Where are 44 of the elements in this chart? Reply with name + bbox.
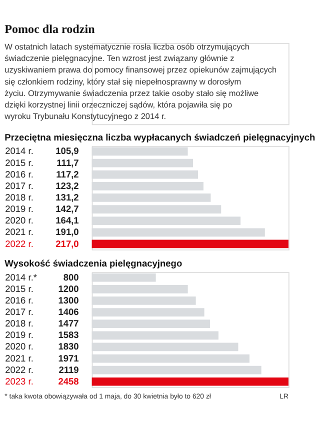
data-label: 800 [63, 272, 79, 282]
y-tick-label: 2022 r. [5, 364, 34, 375]
data-label: 131,2 [56, 192, 79, 203]
y-tick-label: 2016 r. [5, 296, 34, 306]
data-label: 191,0 [56, 227, 79, 238]
y-tick-label: 2017 r. [5, 180, 34, 191]
y-tick-label: 2017 r. [5, 307, 34, 318]
y-tick-label: 2019 r. [5, 204, 34, 214]
data-label: 111,7 [56, 158, 79, 168]
text: W ostatnich latach systematycznie rosła liczba osób otrzymujących świadczenie pielęgnacyjne. Ten wzrost jest związany głównie z uzyskiwaniem prawa do pomocy finansowej przez opiekunów zajmujących się członkiem rodziny, który stał się niepełnosprawny w dorosłym życiu. Otrzymywanie świadczenia przez takie osoby stało się możliwe dzięki korzystnej linii orzeczniczej sądów, która pojawiła się po wyroku Trybunału Konstytucyjnego z 2014 r. [4, 42, 277, 122]
y-tick-label: 2015 r. [5, 284, 34, 294]
y-tick-label: 2020 r. [5, 342, 34, 352]
y-tick-label: 2014 r. [5, 146, 34, 156]
data-label: 117,2 [56, 169, 79, 180]
y-tick-label: 2016 r. [5, 169, 34, 180]
data-label: 2119 [58, 364, 79, 375]
y-tick-label: 2020 r. [5, 216, 34, 226]
data-label: 1830 [58, 342, 79, 352]
text: Pomoc dla rodzin [4, 22, 96, 36]
data-label: 1200 [58, 284, 79, 294]
data-label: 1477 [58, 318, 79, 329]
data-label: 1406 [58, 307, 79, 318]
y-tick-label: 2018 r. [5, 318, 34, 329]
bar [92, 240, 288, 248]
data-label: 1583 [58, 330, 79, 340]
chart-title: Przeciętna miesięczna liczba wypłacanych świadczeń pielęgnacyjnych [4, 132, 316, 142]
data-label: 1300 [58, 296, 79, 306]
y-tick-label: 2021 r. [5, 353, 34, 364]
y-tick-label: 2019 r. [5, 330, 34, 340]
chart-title: Wysokość świadczenia pielęgnacyjnego [4, 258, 182, 269]
y-tick-label: 2015 r. [5, 158, 34, 168]
data-label: 164,1 [56, 216, 79, 226]
data-label: 105,9 [56, 146, 79, 156]
data-label: 123,2 [56, 180, 79, 191]
data-label: 217,0 [56, 238, 79, 249]
y-tick-label: 2018 r. [5, 192, 34, 203]
data-label: 2458 [58, 376, 79, 386]
data-label: 1971 [58, 353, 79, 364]
y-tick-label: 2021 r. [5, 227, 34, 238]
bar [92, 377, 288, 386]
y-tick-label: 2014 r.* [5, 272, 38, 282]
y-tick-label: 2023 r. [5, 376, 34, 386]
y-tick-label: 2022 r. [5, 238, 34, 249]
data-label: 142,7 [56, 204, 79, 214]
